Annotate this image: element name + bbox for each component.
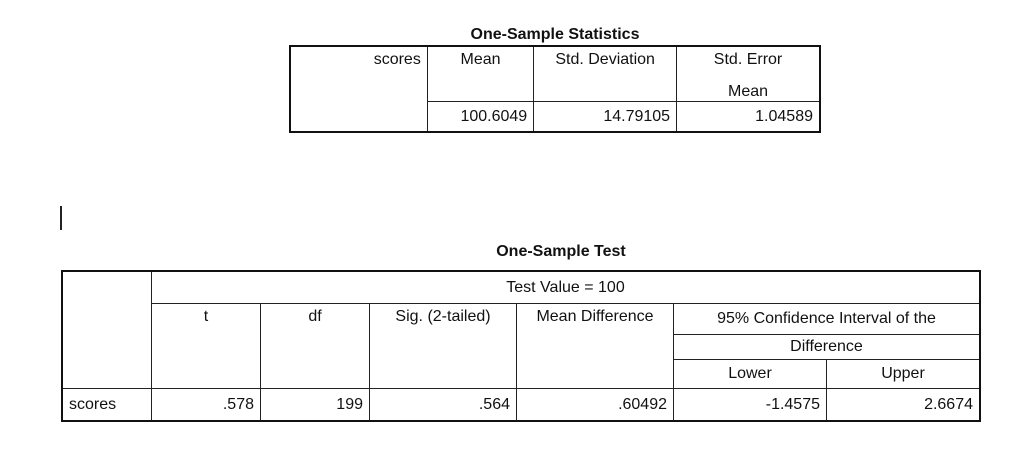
value-df: 199: [260, 388, 370, 422]
value: 100.6049: [460, 107, 528, 125]
table-row: Lower Upper: [62, 359, 981, 389]
header-label: Std. Deviation: [555, 51, 655, 68]
header-label: Upper: [881, 365, 925, 382]
header-label: df: [308, 308, 322, 325]
one-sample-statistics-table: scores Mean Std. Deviation Std. Error Me…: [289, 45, 821, 133]
value-mean-difference: .60492: [516, 388, 674, 422]
empty-corner-cell: [61, 270, 152, 389]
header-label: Lower: [728, 365, 772, 382]
row-label-cell: scores: [61, 388, 152, 422]
row-label: scores: [373, 51, 421, 68]
value: .564: [478, 395, 510, 413]
table-row: t df Sig. (2-tailed) Mean Difference 95%…: [62, 303, 981, 389]
header-upper: Upper: [826, 359, 981, 389]
table-row: scores Mean Std. Deviation Std. Error Me…: [289, 45, 821, 133]
header-sig: Sig. (2-tailed): [369, 303, 517, 389]
header-label: t: [203, 308, 209, 325]
header-std-error-mean: Std. Error Mean: [676, 45, 821, 102]
value-t: .578: [151, 388, 261, 422]
row-label: scores: [69, 395, 117, 413]
header-confidence-interval-cont: Difference: [673, 334, 981, 360]
header-mean: Mean: [426, 45, 535, 102]
test-value-label: Test Value = 100: [506, 278, 625, 296]
value-upper: 2.6674: [826, 388, 981, 422]
table-row: Difference: [62, 334, 981, 360]
value-std-error-mean: 1.04589: [676, 101, 821, 133]
header-mean-difference: Mean Difference: [516, 303, 674, 389]
header-t: t: [151, 303, 261, 389]
header-label: Difference: [790, 338, 863, 355]
one-sample-statistics-title: One-Sample Statistics: [470, 26, 640, 43]
row-label-cell: scores: [289, 45, 428, 133]
header-label: Mean: [728, 83, 769, 100]
one-sample-test-table: Test Value = 100 t df Sig. (2-tailed) Me…: [61, 270, 981, 422]
value-sig: .564: [369, 388, 517, 422]
header-df: df: [260, 303, 370, 389]
header-label: Mean: [460, 51, 501, 68]
value: 14.79105: [603, 107, 671, 125]
value: .60492: [618, 395, 667, 413]
header-confidence-interval: 95% Confidence Interval of the: [673, 303, 981, 335]
value: 199: [336, 395, 363, 413]
table-row: Test Value = 100: [61, 270, 981, 389]
value-std-deviation: 14.79105: [533, 101, 678, 133]
value: -1.4575: [765, 395, 820, 413]
header-std-deviation: Std. Deviation: [533, 45, 678, 102]
table-row: 100.6049 14.79105 1.04589: [290, 101, 821, 133]
value: 1.04589: [755, 107, 813, 125]
test-value-header: Test Value = 100: [151, 270, 981, 304]
table-row: scores .578 199 .564 .60492 -1.4575 2.66…: [61, 388, 981, 422]
header-label: Mean Difference: [536, 308, 654, 325]
one-sample-test-title: One-Sample Test: [496, 243, 626, 260]
value-lower: -1.4575: [673, 388, 827, 422]
value: .578: [222, 395, 254, 413]
value-mean: 100.6049: [426, 101, 535, 133]
header-label: Std. Error: [713, 51, 783, 68]
header-label: Sig. (2-tailed): [395, 308, 491, 325]
header-lower: Lower: [673, 359, 827, 389]
header-label: 95% Confidence Interval of the: [717, 310, 936, 327]
text-cursor: [60, 206, 62, 230]
value: 2.6674: [924, 395, 973, 413]
